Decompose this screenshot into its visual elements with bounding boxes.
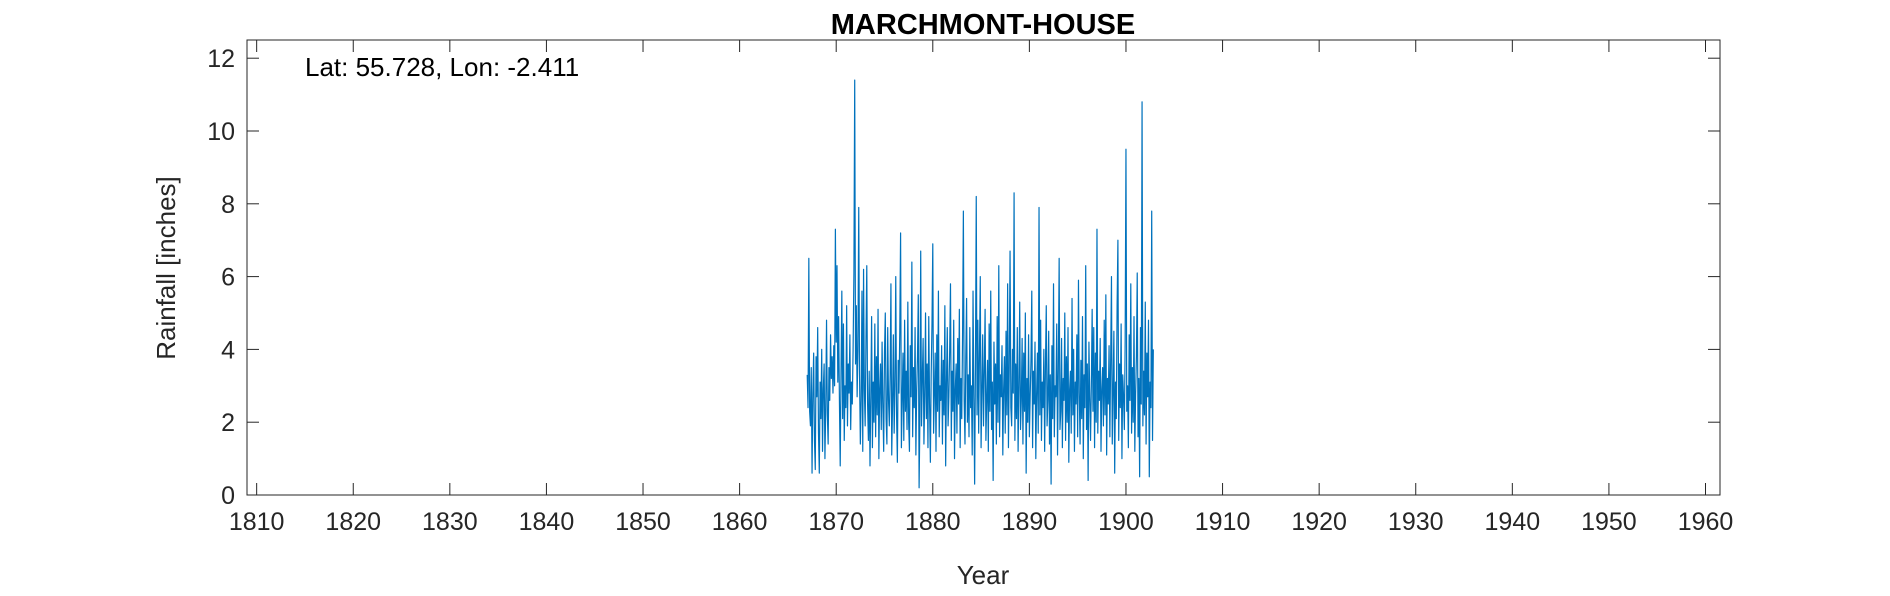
x-tick-label: 1830 [422, 508, 478, 536]
chart-title: MARCHMONT-HOUSE [831, 9, 1136, 41]
y-axis-ticks: 0 2 4 6 8 10 12 [207, 45, 1720, 510]
x-tick-label: 1890 [1002, 508, 1058, 536]
x-tick-label: 1910 [1195, 508, 1251, 536]
location-annotation: Lat: 55.728, Lon: -2.411 [305, 52, 579, 82]
x-tick-label: 1840 [519, 508, 575, 536]
x-tick-label: 1960 [1678, 508, 1734, 536]
x-tick-label: 1870 [808, 508, 864, 536]
y-tick-label: 4 [221, 336, 235, 364]
x-tick-label: 1900 [1098, 508, 1154, 536]
x-tick-label: 1820 [325, 508, 381, 536]
rainfall-series-line [806, 79, 1154, 489]
x-tick-label: 1860 [712, 508, 768, 536]
y-tick-label: 0 [221, 482, 235, 510]
series-layer [806, 79, 1154, 489]
y-tick-label: 12 [207, 45, 235, 73]
y-tick-label: 2 [221, 409, 235, 437]
x-axis-label: Year [957, 560, 1010, 590]
x-tick-label: 1880 [905, 508, 961, 536]
x-tick-label: 1810 [229, 508, 285, 536]
x-tick-label: 1930 [1388, 508, 1444, 536]
x-tick-label: 1950 [1581, 508, 1637, 536]
x-tick-label: 1940 [1485, 508, 1541, 536]
y-axis-label: Rainfall [inches] [151, 176, 181, 360]
y-tick-label: 6 [221, 264, 235, 292]
x-tick-label: 1850 [615, 508, 671, 536]
y-tick-label: 10 [207, 118, 235, 146]
x-tick-label: 1920 [1291, 508, 1347, 536]
plot-area [246, 39, 1721, 496]
x-axis-ticks: 1810 1820 1830 1840 1850 1860 1870 1880 1890 1900… [229, 40, 1733, 536]
y-tick-label: 8 [221, 191, 235, 219]
